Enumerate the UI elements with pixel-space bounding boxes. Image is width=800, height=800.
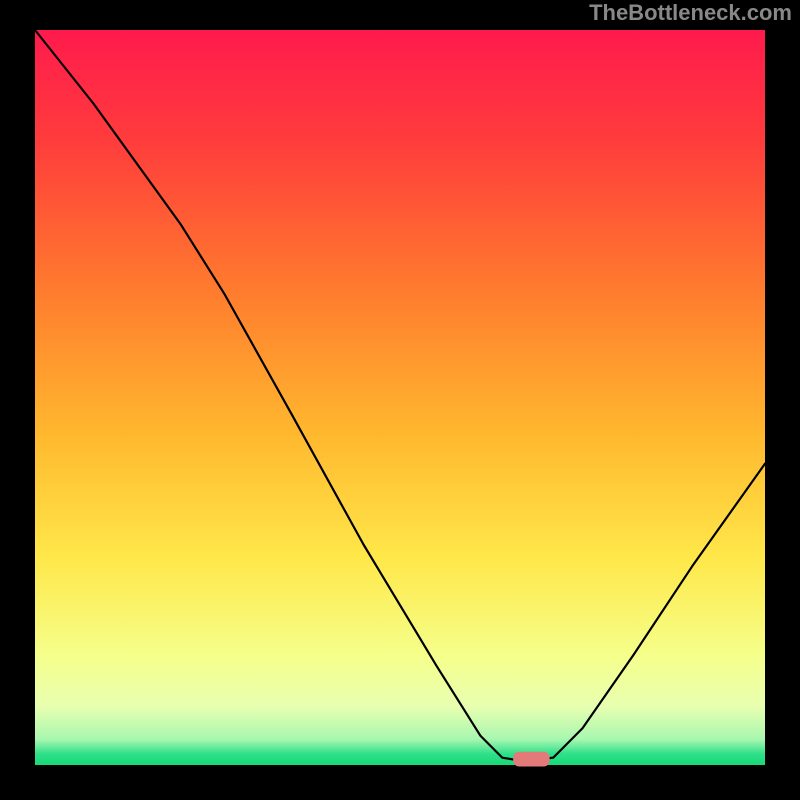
chart-container: TheBottleneck.com bbox=[0, 0, 800, 800]
plot-background bbox=[35, 30, 765, 765]
source-watermark: TheBottleneck.com bbox=[589, 0, 792, 26]
bottleneck-chart bbox=[0, 0, 800, 800]
optimum-marker bbox=[513, 752, 550, 767]
